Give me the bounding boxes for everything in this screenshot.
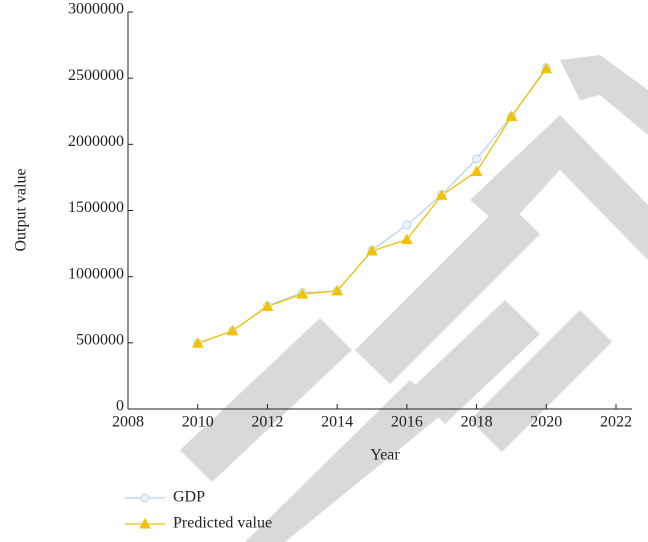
y-tick-label: 2500000 — [68, 67, 124, 84]
retracted-watermark — [180, 55, 648, 542]
y-tick-label: 500000 — [76, 332, 124, 349]
data-point — [226, 324, 239, 336]
data-point — [366, 244, 378, 256]
data-point — [296, 288, 309, 299]
watermark-shape — [180, 318, 352, 482]
data-point — [331, 284, 343, 296]
x-tick-label: 2010 — [182, 414, 214, 431]
data-point — [472, 154, 482, 164]
data-point — [401, 233, 413, 245]
x-tick-label: 2012 — [251, 414, 283, 431]
x-tick-label: 2018 — [461, 414, 493, 431]
x-axis-label: Year — [370, 447, 400, 464]
data-point — [470, 165, 483, 176]
data-point — [540, 62, 553, 74]
data-point — [402, 220, 412, 230]
legend-label: GDP — [173, 489, 205, 506]
data-point — [505, 110, 518, 122]
x-tick-label: 2016 — [391, 414, 423, 431]
x-tick-label: 2014 — [321, 414, 353, 431]
legend-label: Predicted value — [173, 515, 272, 532]
y-tick-label: 0 — [116, 398, 124, 415]
watermark-shape — [245, 380, 445, 542]
y-tick-label: 2000000 — [68, 133, 124, 150]
legend-marker — [139, 517, 151, 529]
y-tick-label: 3000000 — [68, 1, 124, 18]
watermark-shape — [470, 310, 612, 452]
x-tick-label: 2020 — [530, 414, 562, 431]
watermark-shape — [410, 300, 540, 424]
watermark-shape — [355, 200, 540, 384]
watermark-shape — [560, 55, 648, 135]
data-point — [435, 189, 448, 200]
data-point — [261, 300, 274, 311]
x-tick-label: 2022 — [600, 414, 632, 431]
watermark-shape — [470, 115, 648, 260]
legend-marker — [140, 493, 150, 503]
y-tick-label: 1000000 — [68, 265, 124, 282]
y-tick-label: 1500000 — [68, 199, 124, 216]
x-tick-label: 2008 — [112, 414, 144, 431]
y-axis-label: Output value — [13, 168, 30, 251]
data-point — [191, 337, 204, 348]
